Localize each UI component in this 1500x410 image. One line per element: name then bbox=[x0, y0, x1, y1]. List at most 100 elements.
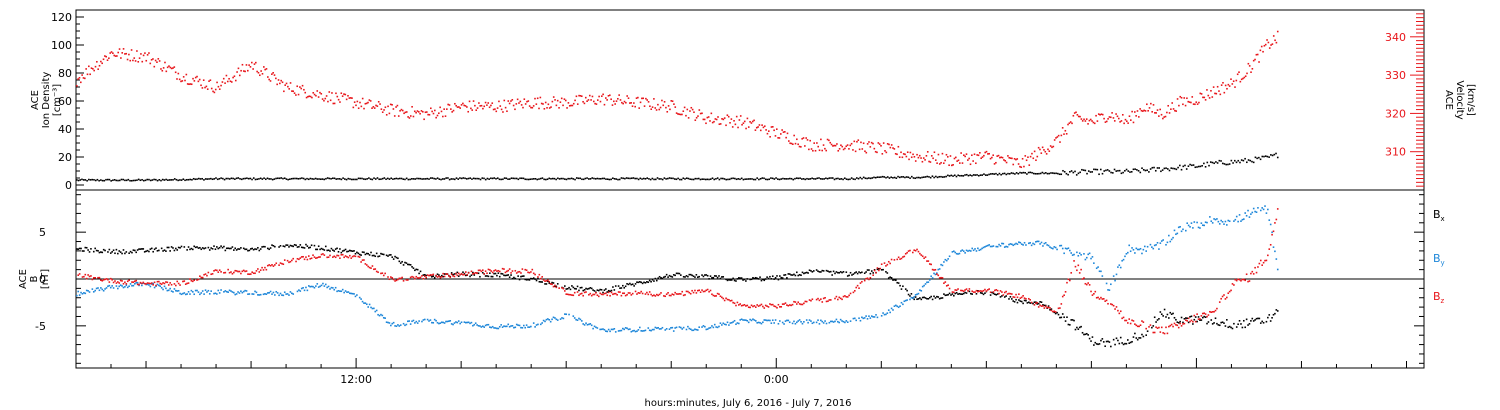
velocity-point bbox=[1182, 103, 1184, 106]
velocity-point bbox=[1134, 111, 1136, 113]
velocity-point bbox=[118, 48, 121, 50]
bz-point bbox=[940, 276, 942, 279]
by-point bbox=[769, 319, 771, 322]
bx-point bbox=[764, 278, 767, 280]
velocity-point bbox=[172, 67, 174, 69]
density-point bbox=[323, 178, 326, 181]
velocity-point bbox=[285, 82, 288, 85]
velocity-point bbox=[442, 115, 444, 118]
bx-point bbox=[849, 271, 852, 274]
by-point bbox=[1091, 256, 1094, 258]
density-point bbox=[1218, 159, 1221, 162]
by-point bbox=[923, 284, 925, 287]
bx-point bbox=[890, 277, 893, 279]
bx-point bbox=[1139, 337, 1142, 339]
bx-point bbox=[1098, 343, 1101, 345]
by-point bbox=[1189, 226, 1191, 228]
density-point bbox=[1196, 166, 1198, 168]
density-point bbox=[141, 178, 143, 181]
velocity-point bbox=[1162, 117, 1164, 120]
by-point bbox=[415, 320, 418, 323]
density-point bbox=[448, 178, 451, 181]
velocity-point bbox=[264, 68, 266, 71]
density-point bbox=[1249, 159, 1252, 162]
velocity-point bbox=[904, 153, 906, 156]
by-point bbox=[159, 285, 162, 288]
bx-point bbox=[418, 272, 420, 275]
bz-point bbox=[897, 256, 900, 259]
density-point bbox=[1197, 165, 1200, 168]
by-point bbox=[473, 323, 476, 326]
bx-point bbox=[631, 283, 634, 286]
by-point bbox=[112, 287, 115, 289]
bz-point bbox=[934, 268, 937, 271]
velocity-point bbox=[1079, 115, 1081, 118]
bx-point bbox=[541, 281, 543, 283]
velocity-point bbox=[685, 114, 687, 117]
velocity-point bbox=[491, 102, 494, 104]
bz-point bbox=[681, 290, 684, 293]
bx-point bbox=[1053, 311, 1056, 314]
by-point bbox=[991, 245, 993, 248]
by-point bbox=[974, 248, 976, 250]
bx-point bbox=[129, 250, 132, 253]
velocity-point bbox=[596, 99, 599, 101]
bx-point bbox=[109, 252, 112, 254]
density-point bbox=[1062, 169, 1064, 172]
by-point bbox=[530, 325, 532, 328]
velocity-point bbox=[591, 95, 594, 98]
by-point bbox=[1261, 207, 1263, 209]
bx-point bbox=[1175, 318, 1177, 321]
velocity-point bbox=[706, 116, 709, 119]
velocity-point bbox=[893, 148, 896, 150]
by-point bbox=[729, 322, 732, 324]
bz-point bbox=[1074, 265, 1077, 268]
density-point bbox=[1048, 172, 1051, 175]
bz-point bbox=[412, 276, 415, 279]
bx-point bbox=[607, 289, 610, 292]
bx-point bbox=[272, 244, 275, 247]
bx-point bbox=[619, 287, 621, 289]
density-point bbox=[326, 177, 329, 179]
density-point bbox=[1053, 172, 1056, 175]
by-point bbox=[756, 321, 758, 324]
velocity-point bbox=[757, 126, 759, 128]
bx-point bbox=[749, 278, 751, 281]
by-point bbox=[1013, 243, 1016, 246]
bz-point bbox=[1204, 313, 1207, 315]
by-point bbox=[257, 294, 259, 296]
velocity-point bbox=[332, 102, 335, 105]
velocity-point bbox=[1246, 72, 1248, 75]
bx-point bbox=[138, 248, 140, 250]
by-point bbox=[443, 322, 446, 324]
bz-point bbox=[159, 282, 162, 285]
density-point bbox=[878, 176, 880, 179]
bx-point bbox=[112, 249, 115, 252]
by-point bbox=[692, 329, 695, 332]
bz-point bbox=[1134, 323, 1136, 325]
by-point bbox=[307, 285, 310, 287]
density-point bbox=[1007, 172, 1009, 175]
bx-point bbox=[1228, 325, 1231, 328]
by-point bbox=[784, 320, 787, 322]
by-point bbox=[1061, 247, 1064, 250]
bx-point bbox=[402, 264, 405, 266]
velocity-point bbox=[353, 101, 356, 103]
density-point bbox=[1216, 162, 1219, 164]
bz-point bbox=[688, 291, 691, 294]
bx-point bbox=[897, 282, 900, 284]
by-point bbox=[305, 286, 307, 289]
velocity-point bbox=[1190, 101, 1192, 104]
velocity-point bbox=[634, 105, 636, 108]
density-point bbox=[962, 175, 965, 177]
by-point bbox=[474, 322, 477, 325]
bx-point bbox=[414, 269, 416, 272]
bz-point bbox=[705, 289, 708, 292]
bz-point bbox=[143, 282, 146, 285]
density-point bbox=[577, 177, 580, 180]
density-point bbox=[567, 177, 569, 180]
by-point bbox=[1011, 243, 1013, 246]
bx-point bbox=[548, 282, 551, 284]
bz-point bbox=[774, 305, 777, 308]
bz-point bbox=[429, 274, 432, 276]
